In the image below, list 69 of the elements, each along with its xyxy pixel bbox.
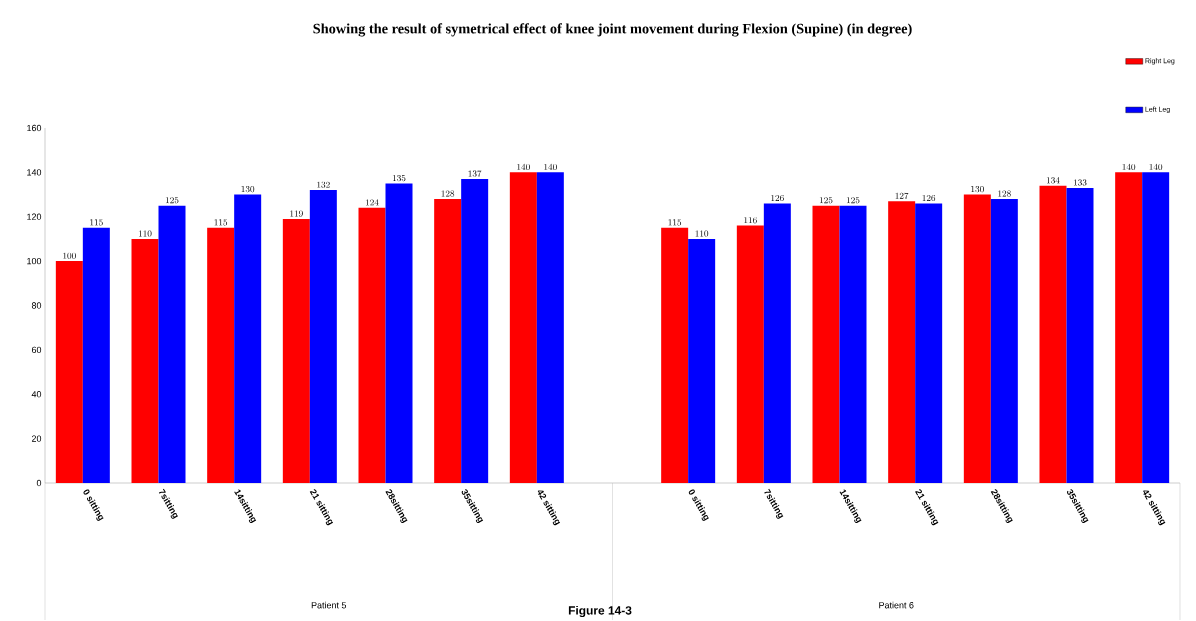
bar bbox=[536, 172, 564, 483]
data-label: 128 bbox=[441, 190, 455, 197]
data-label: 126 bbox=[771, 194, 784, 202]
data-label: 140 bbox=[517, 163, 530, 171]
data-label: 125 bbox=[819, 197, 833, 204]
bar bbox=[461, 179, 489, 483]
data-label: 125 bbox=[846, 197, 860, 204]
data-label: 100 bbox=[63, 252, 76, 259]
data-label: 140 bbox=[1122, 163, 1136, 171]
bar bbox=[888, 201, 916, 483]
y-tick-label: 100 bbox=[27, 257, 42, 265]
data-label: 119 bbox=[290, 210, 303, 217]
bar bbox=[131, 238, 159, 483]
text: Patient 5 bbox=[311, 601, 347, 609]
bar bbox=[839, 205, 867, 483]
bar bbox=[509, 172, 537, 483]
data-label: 115 bbox=[90, 219, 103, 226]
bar bbox=[915, 203, 943, 483]
bar bbox=[82, 227, 110, 483]
bar bbox=[1066, 187, 1094, 483]
data-label: 132 bbox=[317, 181, 330, 188]
text: Patient 6 bbox=[879, 601, 914, 609]
data-label: 115 bbox=[668, 219, 682, 226]
y-tick-label: 60 bbox=[31, 346, 42, 354]
y-tick-label: 160 bbox=[27, 124, 42, 132]
bar bbox=[736, 225, 764, 483]
data-label: 127 bbox=[895, 192, 909, 199]
y-tick-label: 80 bbox=[31, 302, 42, 309]
data-label: 140 bbox=[544, 163, 557, 171]
y-tick-label: 40 bbox=[31, 391, 42, 398]
data-label: 110 bbox=[695, 230, 709, 237]
data-label: 140 bbox=[1149, 163, 1163, 171]
data-label: 134 bbox=[1046, 177, 1060, 184]
data-label: 130 bbox=[971, 186, 984, 193]
bar bbox=[309, 190, 337, 483]
data-label: 135 bbox=[392, 174, 406, 182]
bar bbox=[661, 227, 689, 483]
bar bbox=[158, 205, 186, 483]
data-label: 110 bbox=[138, 230, 152, 237]
bar bbox=[207, 227, 235, 483]
data-label: 133 bbox=[1073, 179, 1087, 186]
bar bbox=[434, 199, 462, 483]
y-tick-label: 20 bbox=[31, 435, 42, 442]
bar bbox=[385, 183, 413, 483]
bar bbox=[282, 218, 310, 483]
caption: Figure 14-3 bbox=[568, 605, 632, 618]
chart-title: Showing the result of symetrical effect of knee joint movement during Flexion (Supine) (in degree) bbox=[313, 23, 912, 37]
bar bbox=[1142, 172, 1170, 483]
bar bbox=[55, 261, 83, 483]
y-tick-label: 120 bbox=[27, 213, 42, 220]
bar bbox=[234, 194, 262, 483]
bar bbox=[812, 205, 840, 483]
y-tick-label: 140 bbox=[27, 169, 42, 176]
bar bbox=[1115, 172, 1143, 483]
data-label: 130 bbox=[241, 186, 255, 193]
data-label: 125 bbox=[165, 197, 179, 204]
bar bbox=[963, 194, 991, 483]
y-tick-label: 0 bbox=[36, 479, 42, 487]
bar bbox=[1039, 185, 1067, 483]
data-label: 124 bbox=[365, 199, 379, 206]
data-label: 137 bbox=[468, 170, 482, 177]
bar bbox=[688, 238, 716, 483]
data-label: 116 bbox=[744, 217, 757, 224]
data-label: 115 bbox=[214, 219, 228, 226]
bar bbox=[763, 203, 791, 483]
data-label: 128 bbox=[998, 190, 1011, 197]
bar bbox=[358, 207, 386, 483]
bar bbox=[990, 199, 1018, 483]
data-label: 126 bbox=[922, 194, 936, 202]
